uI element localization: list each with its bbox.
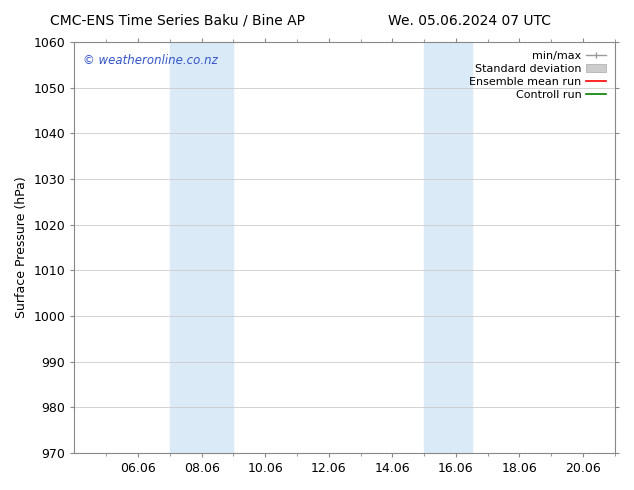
Y-axis label: Surface Pressure (hPa): Surface Pressure (hPa): [15, 176, 28, 318]
Text: CMC-ENS Time Series Baku / Bine AP: CMC-ENS Time Series Baku / Bine AP: [50, 14, 305, 28]
Bar: [170, 42, 233, 453]
Text: © weatheronline.co.nz: © weatheronline.co.nz: [82, 54, 217, 68]
Legend: min/max, Standard deviation, Ensemble mean run, Controll run: min/max, Standard deviation, Ensemble me…: [466, 48, 609, 103]
Bar: [424, 42, 472, 453]
Text: We. 05.06.2024 07 UTC: We. 05.06.2024 07 UTC: [387, 14, 551, 28]
